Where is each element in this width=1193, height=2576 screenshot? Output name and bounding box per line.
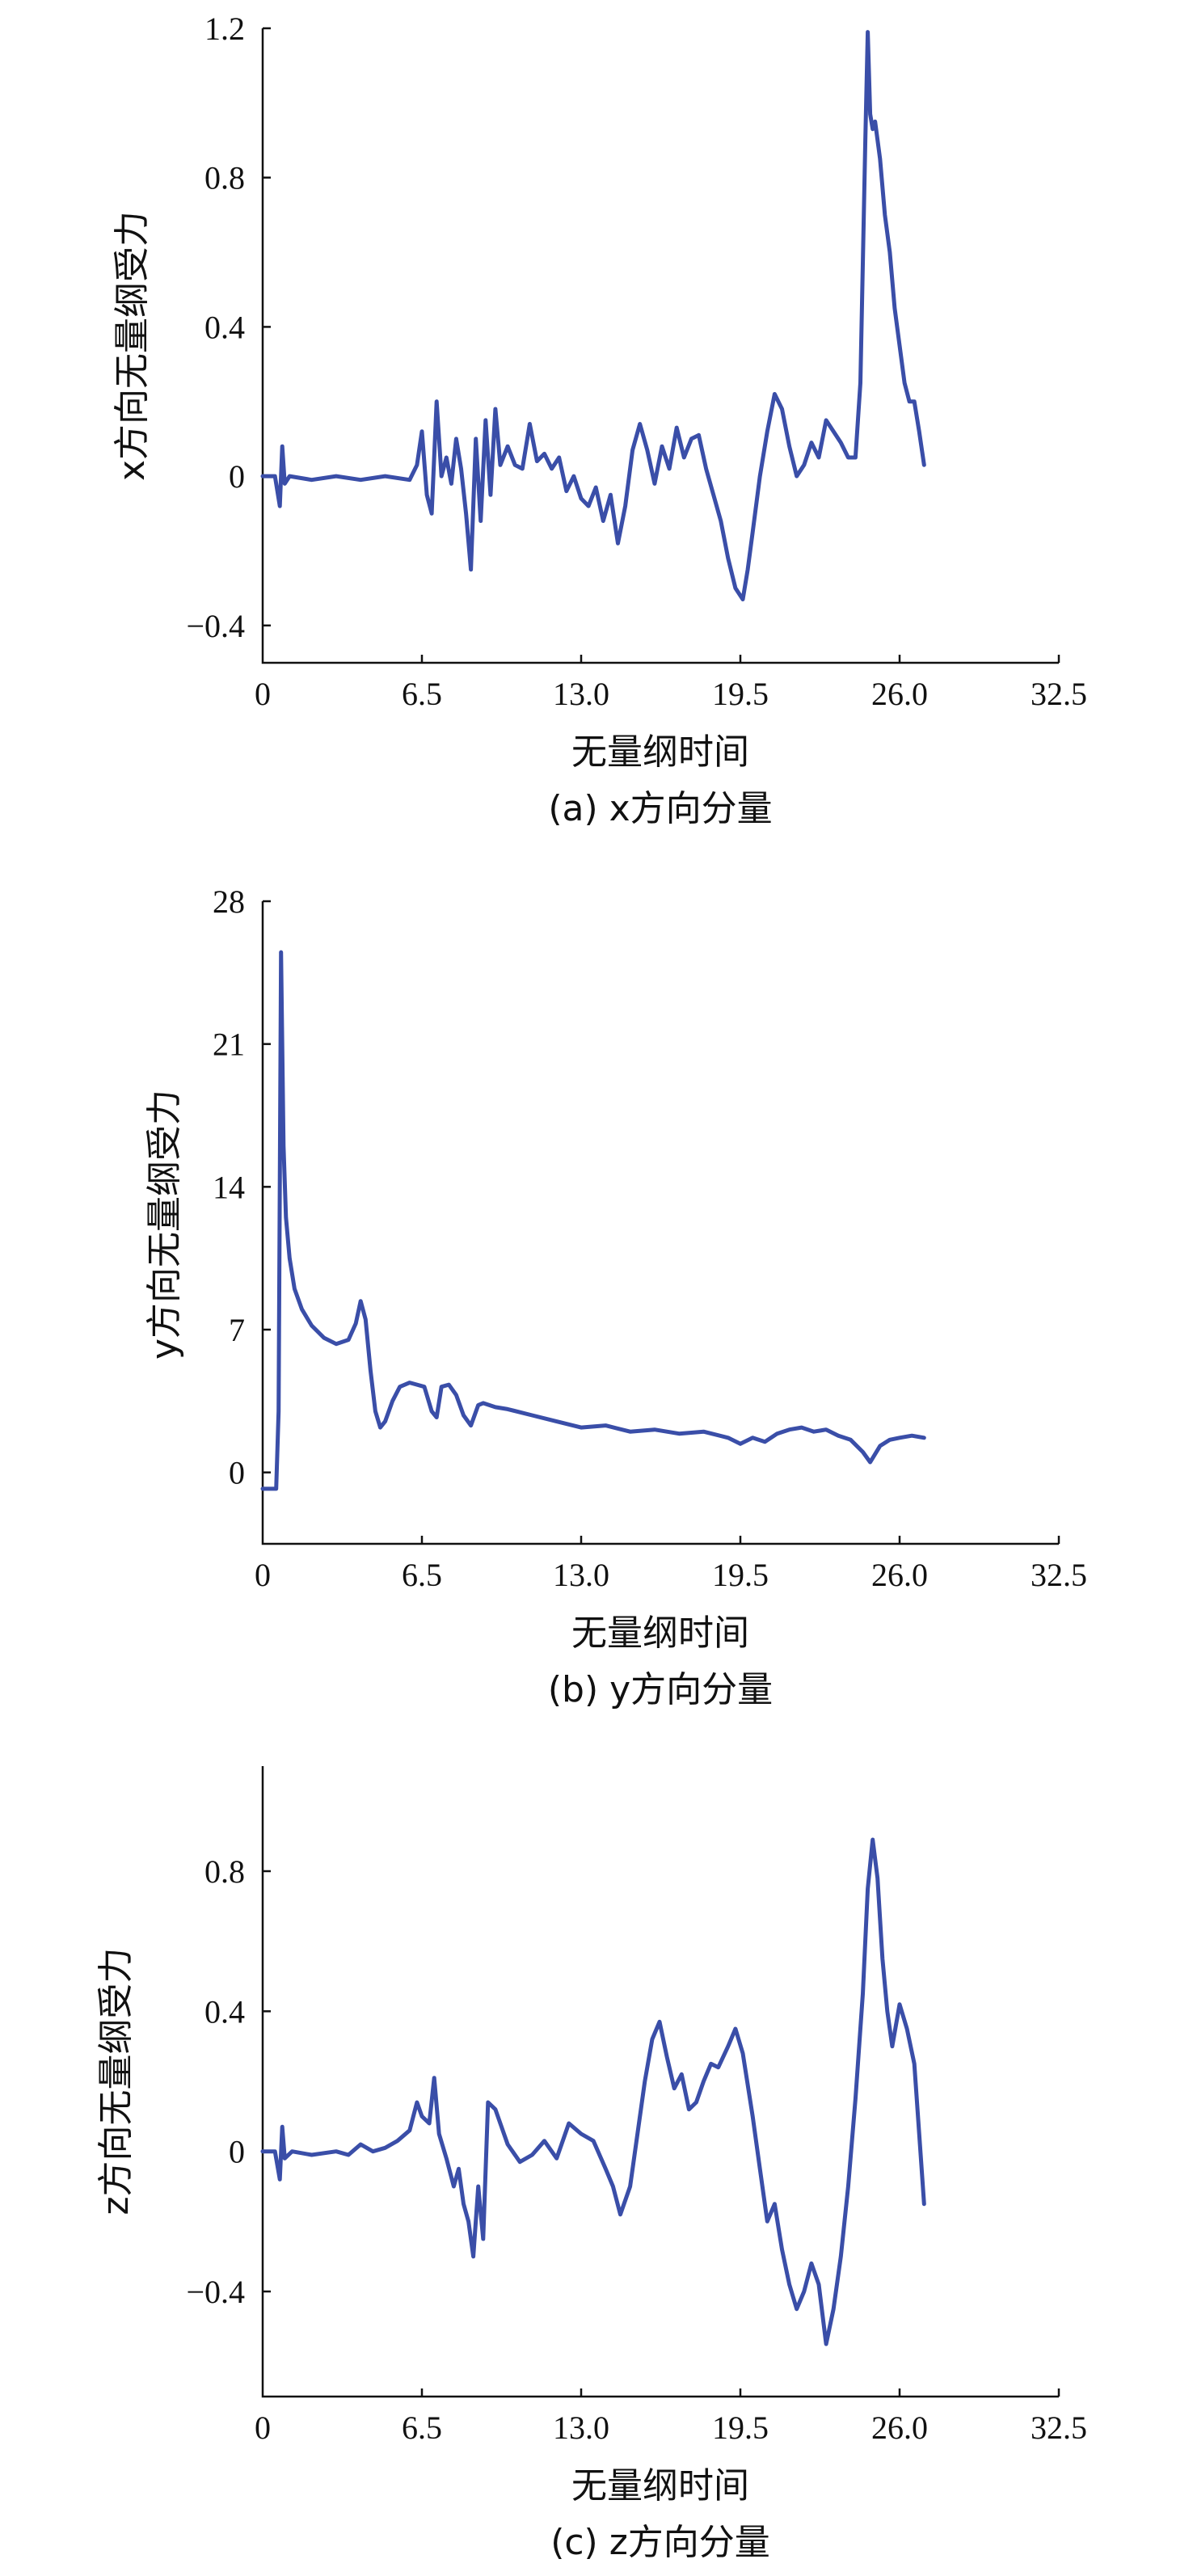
panel-c-x-ticks: 0 6.5 13.0 19.5 26.0 32.5 (255, 2388, 1087, 2446)
panel-b-series-line (260, 950, 926, 1491)
panel-a-x-tick-label: 0 (255, 676, 271, 712)
panel-c-x-tick-label: 26.0 (871, 2409, 928, 2446)
panel-b-y-tick-label: 7 (229, 1312, 245, 1348)
panel-b-y-ticks: 0 7 14 21 28 (213, 883, 271, 1491)
panel-a-y-tick-label: 1.2 (204, 11, 245, 47)
panel-a-x-tick-label: 19.5 (712, 676, 769, 712)
panel-c-y-tick-label: 0.8 (204, 1853, 245, 1890)
panel-a-ylabel: x方向无量纲受力 (112, 211, 153, 481)
panel-b-y-tick-label: 28 (213, 883, 245, 920)
panel-a-x-tick-label: 32.5 (1031, 676, 1087, 712)
panel-b: 0 6.5 13.0 19.5 26.0 32.5 0 7 14 21 28 无量纲时间 y方向无… (144, 883, 1087, 1710)
panel-a-series-line (260, 30, 926, 601)
panel-b-x-tick-label: 32.5 (1031, 1557, 1087, 1593)
panel-a-y-tick-label: 0.4 (204, 309, 245, 345)
panel-c-x-tick-label: 6.5 (402, 2409, 442, 2446)
panel-c-x-tick-label: 19.5 (712, 2409, 769, 2446)
panel-a-xlabel: 无量纲时间 (571, 731, 749, 773)
panel-a-x-ticks: 0 6.5 13.0 19.5 26.0 32.5 (255, 655, 1087, 712)
panel-b-y-tick-label: 0 (229, 1455, 245, 1491)
panel-c-axis (261, 1766, 1059, 2398)
panel-b-xlabel: 无量纲时间 (571, 1613, 749, 1654)
panel-c-ylabel: z方向无量纲受力 (95, 1947, 137, 2215)
panel-c-y-tick-label: −0.4 (186, 2274, 245, 2310)
panel-c-y-ticks: −0.4 0 0.4 0.8 (186, 1853, 271, 2310)
panel-b-axis (261, 901, 1059, 1545)
panel-a-x-tick-label: 26.0 (871, 676, 928, 712)
panel-b-x-tick-label: 13.0 (553, 1557, 609, 1593)
panel-b-x-ticks: 0 6.5 13.0 19.5 26.0 32.5 (255, 1536, 1087, 1593)
panel-a: 0 6.5 13.0 19.5 26.0 32.5 −0.4 0 0.4 0.8 1.2 无量纲时… (112, 11, 1087, 829)
panel-b-x-tick-label: 19.5 (712, 1557, 769, 1593)
panel-b-caption: (b) y方向分量 (548, 1669, 773, 1710)
panel-a-y-ticks: −0.4 0 0.4 0.8 1.2 (186, 11, 271, 644)
panel-a-x-tick-label: 6.5 (402, 676, 442, 712)
panel-b-y-tick-label: 14 (213, 1169, 245, 1205)
panel-c: 0 6.5 13.0 19.5 26.0 32.5 −0.4 0 0.4 0.8 无量纲时间 z… (95, 1766, 1087, 2563)
panel-a-axis (261, 28, 1059, 664)
panel-c-x-tick-label: 32.5 (1031, 2409, 1087, 2446)
panel-c-y-tick-label: 0.4 (204, 1993, 245, 2030)
panel-c-xlabel: 无量纲时间 (571, 2465, 749, 2506)
panel-b-x-tick-label: 6.5 (402, 1557, 442, 1593)
panel-a-x-tick-label: 13.0 (553, 676, 609, 712)
panel-b-x-tick-label: 0 (255, 1557, 271, 1593)
panel-a-y-tick-label: 0.8 (204, 160, 245, 196)
panel-c-x-tick-label: 13.0 (553, 2409, 609, 2446)
panel-c-x-tick-label: 0 (255, 2409, 271, 2446)
panel-c-y-tick-label: 0 (229, 2134, 245, 2170)
panel-a-y-tick-label: −0.4 (186, 608, 245, 644)
panel-a-caption: (a) x方向分量 (548, 788, 772, 829)
panel-b-x-tick-label: 26.0 (871, 1557, 928, 1593)
panel-c-series-line (260, 1837, 926, 2346)
panel-a-y-tick-label: 0 (229, 458, 245, 495)
panel-b-y-tick-label: 21 (213, 1027, 245, 1063)
panel-b-ylabel: y方向无量纲受力 (144, 1090, 185, 1360)
panel-c-caption: (c) z方向分量 (550, 2522, 770, 2563)
